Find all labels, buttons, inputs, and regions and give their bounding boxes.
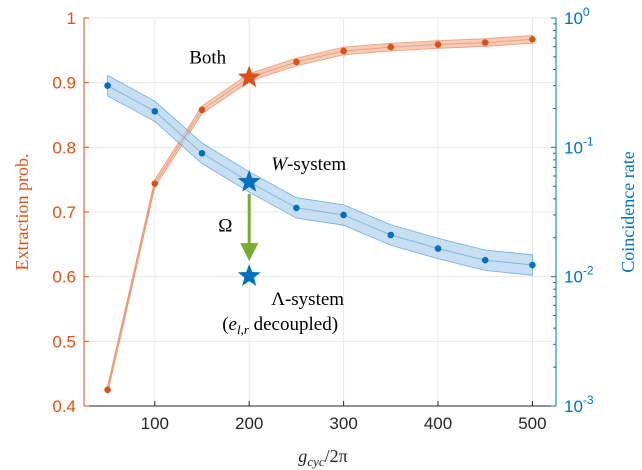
x-tick-label-1: 200 — [235, 414, 263, 433]
series-0-point-7 — [434, 41, 442, 48]
series-1-band — [107, 74, 533, 276]
y-axis-right-label: Coincidence rate — [618, 151, 638, 272]
annotation-both-label: Both — [189, 47, 226, 68]
x-tick-label-3: 400 — [424, 414, 452, 433]
series-0-point-4 — [293, 58, 300, 66]
series-0-point-6 — [387, 43, 395, 51]
series-0-point-5 — [340, 47, 347, 55]
axes — [83, 17, 557, 407]
series-1-point-5 — [340, 211, 347, 219]
series-0-point-2 — [198, 106, 206, 114]
tick-labels: 100 200 300 400 500 0.4 0.5 0.6 0.7 0.8 0.9 1 10-3 10… — [52, 5, 594, 433]
series-0-point-9 — [529, 36, 536, 43]
y-left-tick-label-4: 0.8 — [52, 138, 76, 157]
annotation-lambda-system-label: Λ-system — [271, 289, 344, 310]
annotation-decoupled-label: (el,r decoupled) — [222, 314, 338, 337]
annotation-w-system-label: W-system — [271, 154, 346, 175]
annotations: Both W-system Λ-system (el,r decoupled) Ω — [189, 47, 346, 337]
x-tick-label-2: 300 — [329, 414, 357, 433]
series-1-point-2 — [198, 149, 206, 157]
annotation-lambda-system-star — [237, 264, 261, 286]
series-1-point-4 — [293, 204, 300, 212]
y-right-tick-label-1: 10-2 — [564, 264, 594, 287]
series-0-line — [107, 38, 533, 390]
y-left-tick-label-1: 0.5 — [52, 332, 76, 351]
series-0-point-8 — [481, 39, 489, 46]
series-1-point-6 — [387, 231, 395, 239]
y-axis-left-label: Extraction prob. — [12, 154, 32, 271]
omega-label: Ω — [218, 216, 232, 237]
series-0-point-0 — [104, 386, 111, 394]
series-1-line — [107, 85, 533, 266]
series-1-point-0 — [104, 82, 111, 89]
y-right-tick-label-3: 100 — [564, 5, 590, 28]
omega-arrow-head — [240, 243, 259, 262]
y-left-tick-label-2: 0.6 — [52, 268, 76, 287]
uncertainty-bands — [107, 35, 533, 394]
series-0-band — [107, 35, 533, 394]
x-tick-label-0: 100 — [141, 414, 169, 433]
series-1-point-9 — [529, 261, 536, 269]
annotation-w-system-star — [237, 169, 261, 192]
y-right-tick-label-0: 10-3 — [564, 393, 594, 416]
y-left-tick-label-3: 0.7 — [52, 203, 76, 222]
series-1-point-7 — [434, 245, 442, 252]
series-1-point-8 — [481, 256, 489, 264]
y-left-tick-label-5: 0.9 — [52, 74, 76, 93]
y-right-tick-label-2: 10-1 — [564, 134, 594, 157]
annotation-both-star — [237, 65, 261, 88]
x-tick-label-4: 500 — [518, 414, 546, 433]
y-left-tick-label-0: 0.4 — [52, 397, 76, 416]
series-0-point-1 — [151, 180, 159, 187]
x-axis-label: gcyc/2π — [298, 446, 347, 469]
series-1-point-1 — [151, 107, 159, 115]
y-left-tick-label-6: 1 — [67, 9, 76, 28]
